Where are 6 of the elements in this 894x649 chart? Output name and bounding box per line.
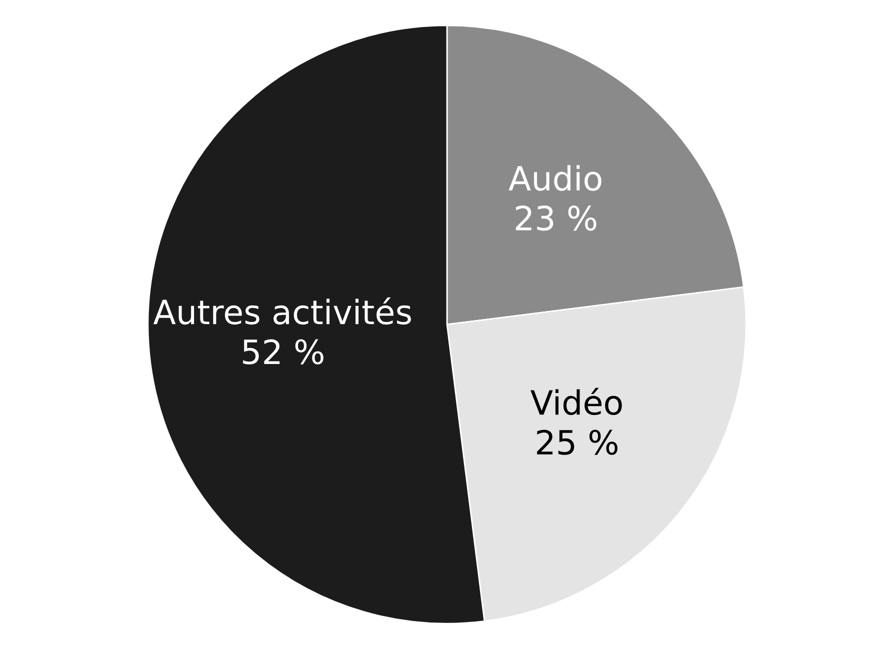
data-label: 52 % [243, 339, 324, 364]
slice-label: Vidéo [530, 388, 622, 416]
data-label: 25 % [537, 430, 618, 455]
slice-label: Autres activités [153, 297, 411, 325]
slice-label: Audio [508, 165, 602, 191]
data-label: 23 % [516, 206, 596, 231]
